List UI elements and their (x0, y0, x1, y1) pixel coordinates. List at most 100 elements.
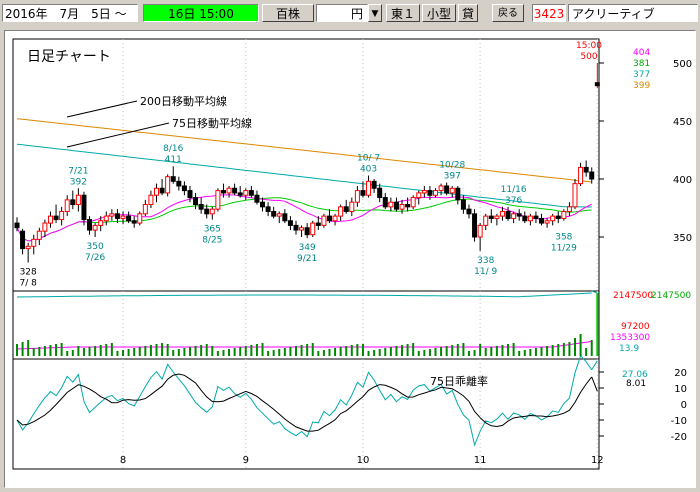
candle-body (271, 210, 277, 217)
volume-bar (194, 346, 197, 356)
volume-bar (200, 345, 203, 356)
candle-body (193, 197, 199, 206)
size-class-label: 小型 (422, 4, 456, 22)
deviation-tick-label: 10 (674, 384, 687, 395)
side-value-1: 404 (633, 48, 650, 58)
candle-body (209, 208, 215, 215)
candle-body (505, 210, 511, 219)
candle-body (120, 215, 126, 219)
candle-body (550, 215, 556, 222)
candle-body (583, 166, 589, 173)
low-annotation-date: 7/ 8 (19, 279, 37, 289)
low-annotation-date: 7/26 (85, 253, 105, 263)
x-tick-label: 9 (243, 455, 249, 466)
candle-body (181, 185, 187, 192)
market-label: 東１ (386, 4, 420, 22)
back-button[interactable]: 戻る (492, 4, 524, 22)
ma200-pointer (66, 100, 138, 118)
candle-body (338, 206, 344, 217)
candle-body (321, 215, 327, 226)
candle-body (64, 199, 70, 212)
candle-body (533, 215, 539, 219)
candle-body (315, 222, 321, 226)
stock-name-field: アクリーティブ (568, 4, 698, 22)
end-time-field[interactable]: 16日 15:00 (143, 4, 259, 22)
candle-body (36, 230, 42, 240)
high-annotation-date: 11/16 (501, 185, 527, 195)
candle-body (566, 206, 572, 212)
volume-bar (568, 342, 571, 356)
volume-bar (166, 344, 169, 356)
candle-body (460, 199, 466, 210)
volume-bar (401, 345, 404, 356)
candle-body (455, 187, 461, 201)
chevron-down-icon[interactable]: ▼ (368, 4, 382, 22)
volume-bar (122, 350, 125, 356)
volume-bar (216, 351, 219, 356)
candle-body (310, 222, 316, 236)
candle-body (198, 204, 204, 210)
chart-panel: 500 450 400 350 20 10 0 -10 -20 8 9 10 11 12 328 7/ 8 7… (4, 30, 696, 488)
candle-body (226, 187, 232, 194)
volume-bar (445, 346, 448, 356)
price-tick-label: 350 (673, 233, 692, 244)
candle-body (578, 166, 584, 185)
low-annotation-value: 350 (87, 242, 104, 252)
volume-bar (228, 349, 231, 356)
candle-body (237, 192, 243, 196)
volume-bar (462, 343, 465, 356)
low-annotation-date: 9/21 (297, 254, 317, 264)
chart-grid: 500 450 400 350 20 10 0 -10 -20 8 9 10 11 12 (12, 38, 692, 470)
candle-body (47, 215, 53, 224)
volume-bar (222, 350, 225, 356)
candle-body (472, 213, 478, 238)
price-tick-label: 450 (673, 117, 692, 128)
toolbar: 2016年 7月 5日 ～ 16日 15:00 百株 円 ▼ 東１ 小型 貸 戻… (0, 0, 700, 28)
candle-body (360, 190, 366, 196)
high-annotation-date: 7/21 (68, 166, 88, 176)
candle-body (427, 190, 433, 196)
deviation-slow-tail (591, 376, 598, 392)
candle-body (522, 215, 528, 222)
stock-code-field[interactable]: 3423 (532, 4, 566, 22)
candle-body (25, 245, 31, 250)
volume-bar (495, 346, 498, 356)
volume-bar (71, 350, 74, 356)
candle-body (410, 197, 416, 208)
chart-lines (16, 100, 598, 447)
volume-bar (105, 344, 108, 356)
candle-body (561, 210, 567, 219)
volume-bar (27, 340, 30, 356)
volume-bar (467, 351, 470, 356)
x-tick-label: 12 (591, 455, 604, 466)
volume-bar (77, 346, 80, 356)
volume-bar (43, 346, 46, 356)
candle-body (159, 187, 165, 194)
deviation-line-fast (16, 354, 593, 447)
volume-bar (177, 349, 180, 356)
volume-bar (339, 347, 342, 356)
candle-body (488, 215, 494, 219)
volume-bar (300, 345, 303, 356)
volume-bar (428, 349, 431, 356)
low-annotation-value: 358 (555, 233, 572, 243)
volume-bar (484, 348, 487, 356)
currency-select[interactable]: 円 (316, 4, 368, 22)
candle-body (243, 190, 249, 196)
candle-body (377, 187, 383, 199)
candle-body (265, 206, 271, 212)
candle-body (466, 208, 472, 215)
volume-bar-latest (596, 293, 599, 356)
side-value-2: 381 (633, 59, 650, 69)
volume-bar (38, 347, 41, 356)
high-annotation-value: 403 (360, 165, 377, 175)
volume-bar (183, 348, 186, 356)
start-date-field[interactable]: 2016年 7月 5日 ～ (2, 4, 138, 22)
volume-bar (395, 346, 398, 356)
deviation-legend: 75日乖離率 (430, 374, 488, 388)
candle-body (254, 194, 260, 203)
volume-bar (534, 348, 537, 356)
low-annotation-value: 349 (299, 243, 316, 253)
volume-bar (557, 344, 560, 356)
volume-bar (82, 348, 85, 356)
